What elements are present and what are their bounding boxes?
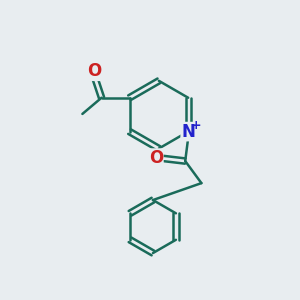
Text: N: N	[181, 123, 195, 141]
Text: +: +	[191, 118, 202, 132]
Text: O: O	[87, 62, 101, 80]
Text: O: O	[148, 149, 163, 167]
